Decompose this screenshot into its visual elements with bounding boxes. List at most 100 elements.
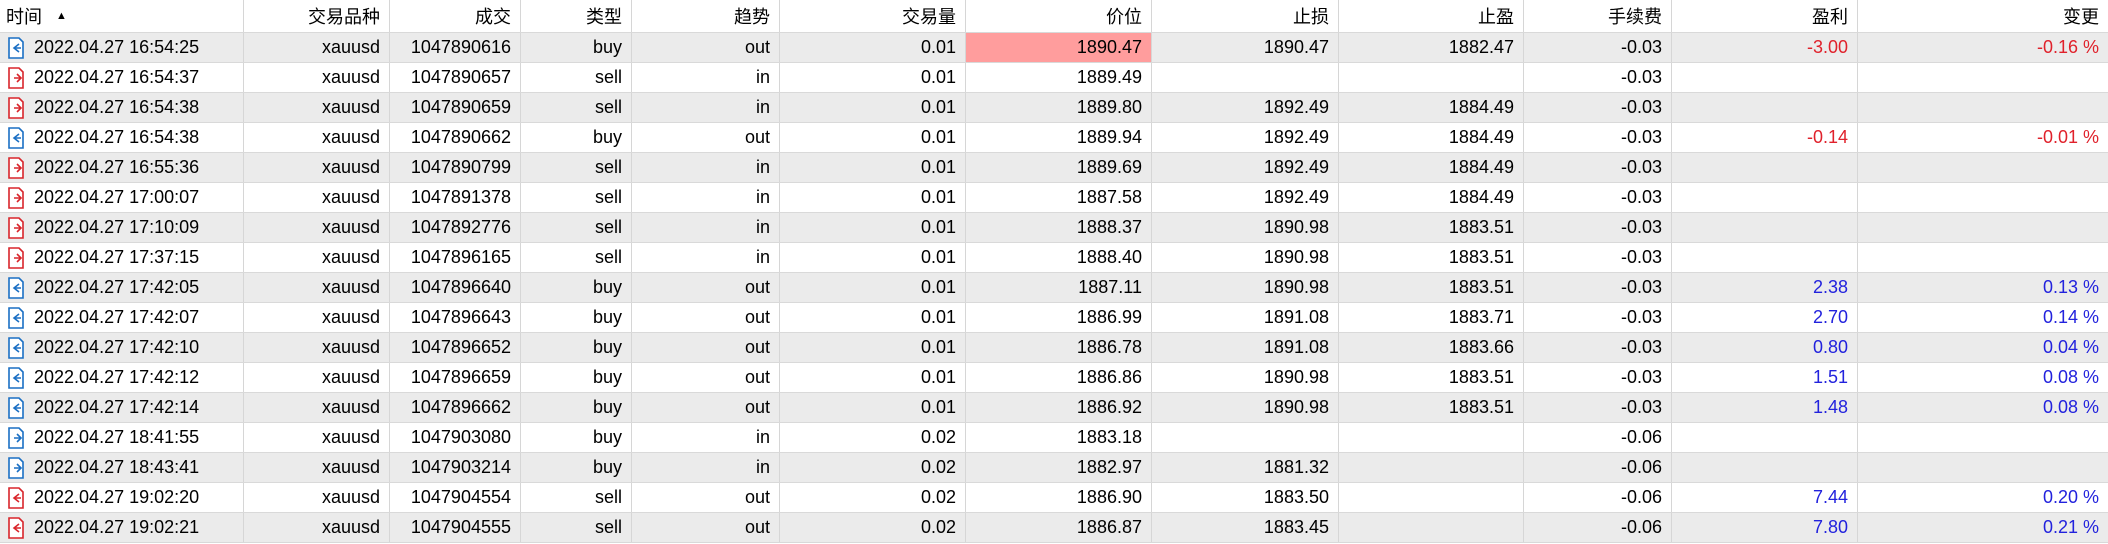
table-row[interactable]: 2022.04.27 18:41:55 xauusd 1047903080 buy in…	[0, 423, 2108, 453]
cell-type: buy	[521, 333, 632, 362]
cell-sl: 1881.32	[1152, 453, 1339, 482]
cell-sl: 1892.49	[1152, 183, 1339, 212]
column-header-time[interactable]: 时间 ▲	[0, 0, 244, 32]
table-row[interactable]: 2022.04.27 17:42:07 xauusd 1047896643 buy ou…	[0, 303, 2108, 333]
price-value: 1887.58	[1076, 187, 1142, 207]
cell-profit	[1672, 183, 1858, 212]
deal-value: 1047890659	[410, 97, 511, 117]
cell-deal: 1047890659	[390, 93, 521, 122]
table-row[interactable]: 2022.04.27 19:02:20 xauusd 1047904554 sell o…	[0, 483, 2108, 513]
price-value: 1886.92	[1076, 397, 1142, 417]
sl-value: 1890.98	[1263, 217, 1329, 237]
direction-value: in	[755, 427, 770, 447]
price-value: 1886.86	[1076, 367, 1142, 387]
change-value: 0.04 %	[2042, 337, 2099, 357]
direction-value: in	[755, 457, 770, 477]
cell-sl	[1152, 423, 1339, 452]
change-value: 0.14 %	[2042, 307, 2099, 327]
deal-value: 1047896643	[410, 307, 511, 327]
cell-profit: -3.00	[1672, 33, 1858, 62]
column-header-change[interactable]: 变更	[1858, 0, 2108, 32]
column-header-tp[interactable]: 止盈	[1339, 0, 1524, 32]
cell-symbol: xauusd	[244, 63, 390, 92]
table-row[interactable]: 2022.04.27 17:42:10 xauusd 1047896652 buy ou…	[0, 333, 2108, 363]
table-row[interactable]: 2022.04.27 17:42:05 xauusd 1047896640 buy ou…	[0, 273, 2108, 303]
deal-value: 1047903214	[410, 457, 511, 477]
column-header-direction[interactable]: 趋势	[632, 0, 780, 32]
column-header-profit[interactable]: 盈利	[1672, 0, 1858, 32]
column-header-volume[interactable]: 交易量	[780, 0, 966, 32]
cell-price: 1889.94	[966, 123, 1152, 152]
table-row[interactable]: 2022.04.27 18:43:41 xauusd 1047903214 buy in…	[0, 453, 2108, 483]
symbol-value: xauusd	[321, 517, 380, 537]
cell-type: buy	[521, 123, 632, 152]
table-row[interactable]: 2022.04.27 16:54:38 xauusd 1047890659 sell i…	[0, 93, 2108, 123]
price-value: 1883.18	[1076, 427, 1142, 447]
table-row[interactable]: 2022.04.27 17:10:09 xauusd 1047892776 sell i…	[0, 213, 2108, 243]
table-row[interactable]: 2022.04.27 17:42:12 xauusd 1047896659 buy ou…	[0, 363, 2108, 393]
table-row[interactable]: 2022.04.27 16:54:25 xauusd 1047890616 buy ou…	[0, 33, 2108, 63]
table-row[interactable]: 2022.04.27 16:54:38 xauusd 1047890662 buy ou…	[0, 123, 2108, 153]
type-value: sell	[594, 67, 622, 87]
volume-value: 0.01	[920, 337, 956, 357]
buy-out-icon	[6, 396, 26, 419]
deal-value: 1047892776	[410, 217, 511, 237]
buy-out-icon	[6, 276, 26, 299]
cell-profit	[1672, 93, 1858, 122]
cell-type: sell	[521, 93, 632, 122]
table-row[interactable]: 2022.04.27 17:37:15 xauusd 1047896165 sell i…	[0, 243, 2108, 273]
cell-profit: 1.48	[1672, 393, 1858, 422]
direction-value: in	[755, 187, 770, 207]
column-header-type[interactable]: 类型	[521, 0, 632, 32]
table-row[interactable]: 2022.04.27 16:54:37 xauusd 1047890657 sell i…	[0, 63, 2108, 93]
time-value: 2022.04.27 16:55:36	[34, 157, 200, 177]
type-value: sell	[594, 247, 622, 267]
cell-direction: in	[632, 453, 780, 482]
sl-value: 1890.98	[1263, 367, 1329, 387]
table-row[interactable]: 2022.04.27 16:55:36 xauusd 1047890799 sell i…	[0, 153, 2108, 183]
column-header-commission[interactable]: 手续费	[1524, 0, 1672, 32]
cell-tp: 1883.51	[1339, 273, 1524, 302]
cell-profit: 2.70	[1672, 303, 1858, 332]
price-value: 1889.80	[1076, 97, 1142, 117]
cell-commission: -0.06	[1524, 483, 1672, 512]
table-row[interactable]: 2022.04.27 17:00:07 xauusd 1047891378 sell i…	[0, 183, 2108, 213]
column-header-label: 时间	[6, 7, 42, 27]
buy-in-icon	[6, 426, 26, 449]
cell-deal: 1047896643	[390, 303, 521, 332]
table-row[interactable]: 2022.04.27 17:42:14 xauusd 1047896662 buy ou…	[0, 393, 2108, 423]
symbol-value: xauusd	[321, 67, 380, 87]
time-value: 2022.04.27 17:10:09	[34, 217, 200, 237]
cell-deal: 1047890657	[390, 63, 521, 92]
cell-tp: 1884.49	[1339, 123, 1524, 152]
cell-profit: 1.51	[1672, 363, 1858, 392]
time-value: 2022.04.27 17:00:07	[34, 187, 200, 207]
cell-change	[1858, 93, 2108, 122]
column-header-symbol[interactable]: 交易品种	[244, 0, 390, 32]
volume-value: 0.01	[920, 397, 956, 417]
table-row[interactable]: 2022.04.27 19:02:21 xauusd 1047904555 sell o…	[0, 513, 2108, 543]
price-value: 1882.97	[1076, 457, 1142, 477]
column-header-label: 止盈	[1478, 7, 1514, 27]
profit-value: 0.80	[1812, 337, 1848, 357]
cell-profit: -0.14	[1672, 123, 1858, 152]
column-header-deal[interactable]: 成交	[390, 0, 521, 32]
cell-time: 2022.04.27 17:42:10	[0, 333, 244, 362]
cell-volume: 0.01	[780, 123, 966, 152]
cell-type: buy	[521, 303, 632, 332]
cell-price: 1890.47	[966, 33, 1152, 62]
deal-value: 1047896165	[410, 247, 511, 267]
cell-commission: -0.03	[1524, 153, 1672, 182]
cell-volume: 0.01	[780, 243, 966, 272]
cell-time: 2022.04.27 18:43:41	[0, 453, 244, 482]
tp-value: 1882.47	[1448, 37, 1514, 57]
cell-change: 0.08 %	[1858, 363, 2108, 392]
column-header-sl[interactable]: 止损	[1152, 0, 1339, 32]
cell-symbol: xauusd	[244, 453, 390, 482]
cell-price: 1882.97	[966, 453, 1152, 482]
price-value: 1890.47	[1076, 37, 1142, 57]
cell-price: 1886.90	[966, 483, 1152, 512]
direction-value: out	[744, 37, 770, 57]
column-header-price[interactable]: 价位	[966, 0, 1152, 32]
symbol-value: xauusd	[321, 247, 380, 267]
